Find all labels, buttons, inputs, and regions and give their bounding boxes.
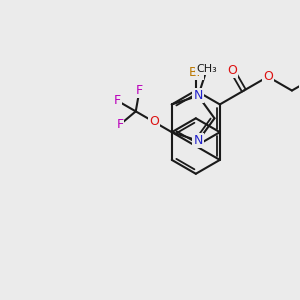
Text: F: F	[114, 94, 121, 107]
Text: O: O	[149, 115, 159, 128]
Text: O: O	[227, 64, 237, 76]
Text: F: F	[116, 118, 123, 131]
Text: F: F	[136, 84, 143, 98]
Text: O: O	[263, 70, 273, 83]
Text: CH₃: CH₃	[196, 64, 217, 74]
Text: N: N	[194, 89, 203, 102]
Text: Br: Br	[189, 66, 203, 79]
Text: N: N	[194, 134, 203, 147]
